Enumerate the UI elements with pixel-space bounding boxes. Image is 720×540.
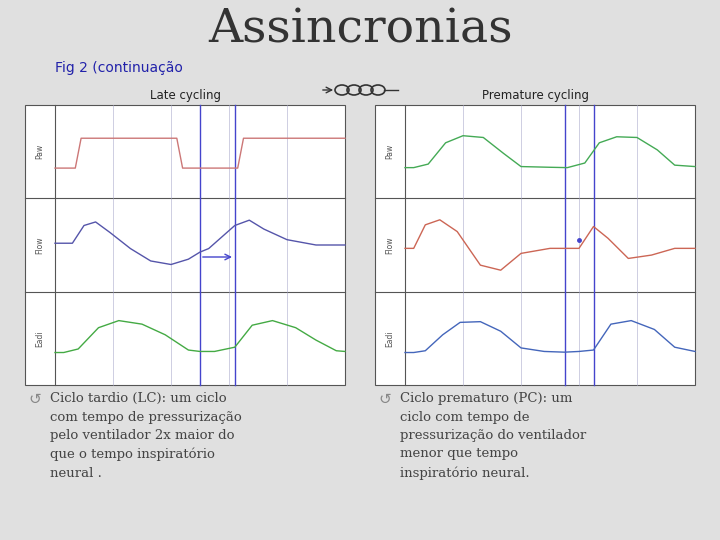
Bar: [25, 105, 345, 385]
Text: Eadi: Eadi: [35, 330, 45, 347]
Text: Premature cycling: Premature cycling: [482, 89, 588, 102]
Text: Assincronias: Assincronias: [208, 8, 512, 52]
Text: Eadi: Eadi: [385, 330, 395, 347]
Text: Ciclo prematuro (PC): um
ciclo com tempo de
pressurização do ventilador
menor qu: Ciclo prematuro (PC): um ciclo com tempo…: [400, 392, 586, 480]
Text: Ciclo tardio (LC): um ciclo
com tempo de pressurização
pelo ventilador 2x maior : Ciclo tardio (LC): um ciclo com tempo de…: [50, 392, 242, 480]
Text: ↺: ↺: [379, 392, 392, 407]
Text: ↺: ↺: [29, 392, 41, 407]
Text: Flow: Flow: [35, 237, 45, 254]
Text: Paw: Paw: [35, 144, 45, 159]
Text: Flow: Flow: [385, 237, 395, 254]
Text: Late cycling: Late cycling: [150, 89, 220, 102]
Bar: [375, 105, 695, 385]
Text: Paw: Paw: [385, 144, 395, 159]
Text: Fig 2 (continuação: Fig 2 (continuação: [55, 61, 183, 75]
